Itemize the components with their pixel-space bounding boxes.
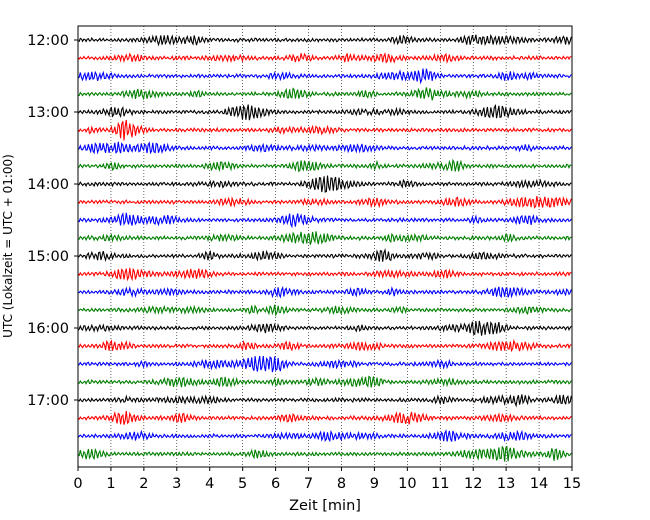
x-tick-label-2: 2 — [139, 476, 148, 492]
x-tick-label-15: 15 — [563, 476, 581, 492]
x-tick-label-9: 9 — [370, 476, 379, 492]
x-tick-label-12: 12 — [464, 476, 482, 492]
y-tick-label-13:00: 13:00 — [27, 105, 69, 121]
x-tick-label-5: 5 — [238, 476, 247, 492]
x-tick-label-1: 1 — [106, 476, 115, 492]
y-tick-label-14:00: 14:00 — [27, 177, 69, 193]
trace-15:45 — [77, 304, 572, 317]
y-axis-label: UTC (Lokalzeit = UTC + 01:00) — [1, 154, 15, 338]
x-tick-label-7: 7 — [304, 476, 313, 492]
trace-16:00 — [77, 320, 572, 336]
trace-14:30 — [77, 212, 572, 229]
x-tick-label-4: 4 — [205, 476, 214, 492]
trace-12:30 — [77, 68, 572, 85]
x-axis-label: Zeit [min] — [289, 498, 361, 514]
trace-16:30 — [77, 355, 572, 373]
x-tick-label-8: 8 — [337, 476, 346, 492]
x-tick-label-13: 13 — [497, 476, 515, 492]
y-tick-label-16:00: 16:00 — [27, 321, 69, 337]
trace-17:15 — [77, 410, 572, 425]
x-tick-label-14: 14 — [530, 476, 548, 492]
y-tick-label-15:00: 15:00 — [27, 249, 69, 265]
trace-13:30 — [77, 141, 572, 155]
trace-13:00 — [77, 103, 572, 121]
trace-15:30 — [77, 285, 572, 299]
plot-frame — [77, 25, 573, 468]
trace-12:15 — [77, 52, 572, 64]
x-tick-label-0: 0 — [73, 476, 82, 492]
y-tick-label-12:00: 12:00 — [27, 33, 69, 49]
trace-17:00 — [77, 393, 572, 408]
trace-14:45 — [77, 231, 572, 245]
x-tick-label-3: 3 — [172, 476, 181, 492]
trace-16:45 — [77, 375, 572, 388]
trace-16:15 — [77, 338, 572, 353]
trace-15:15 — [77, 267, 572, 282]
x-axis: 0 1 2 3 4 5 6 7 8 9 10 11 12 13 14 15 — [73, 467, 581, 492]
trace-13:45 — [77, 158, 572, 173]
trace-14:00 — [77, 175, 572, 193]
trace-12:45 — [77, 87, 572, 101]
x-tick-label-6: 6 — [271, 476, 280, 492]
y-tick-label-17:00: 17:00 — [27, 393, 69, 409]
y-axis: 12:00 13:00 14:00 15:00 16:00 17:00 — [27, 33, 78, 409]
trace-17:45 — [77, 445, 572, 462]
seismogram-traces — [77, 33, 572, 462]
trace-13:15 — [77, 119, 572, 141]
trace-14:15 — [77, 195, 572, 209]
trace-17:30 — [77, 429, 572, 443]
trace-12:00 — [77, 33, 572, 47]
x-tick-label-10: 10 — [398, 476, 416, 492]
trace-15:00 — [77, 247, 572, 263]
x-tick-label-11: 11 — [431, 476, 449, 492]
